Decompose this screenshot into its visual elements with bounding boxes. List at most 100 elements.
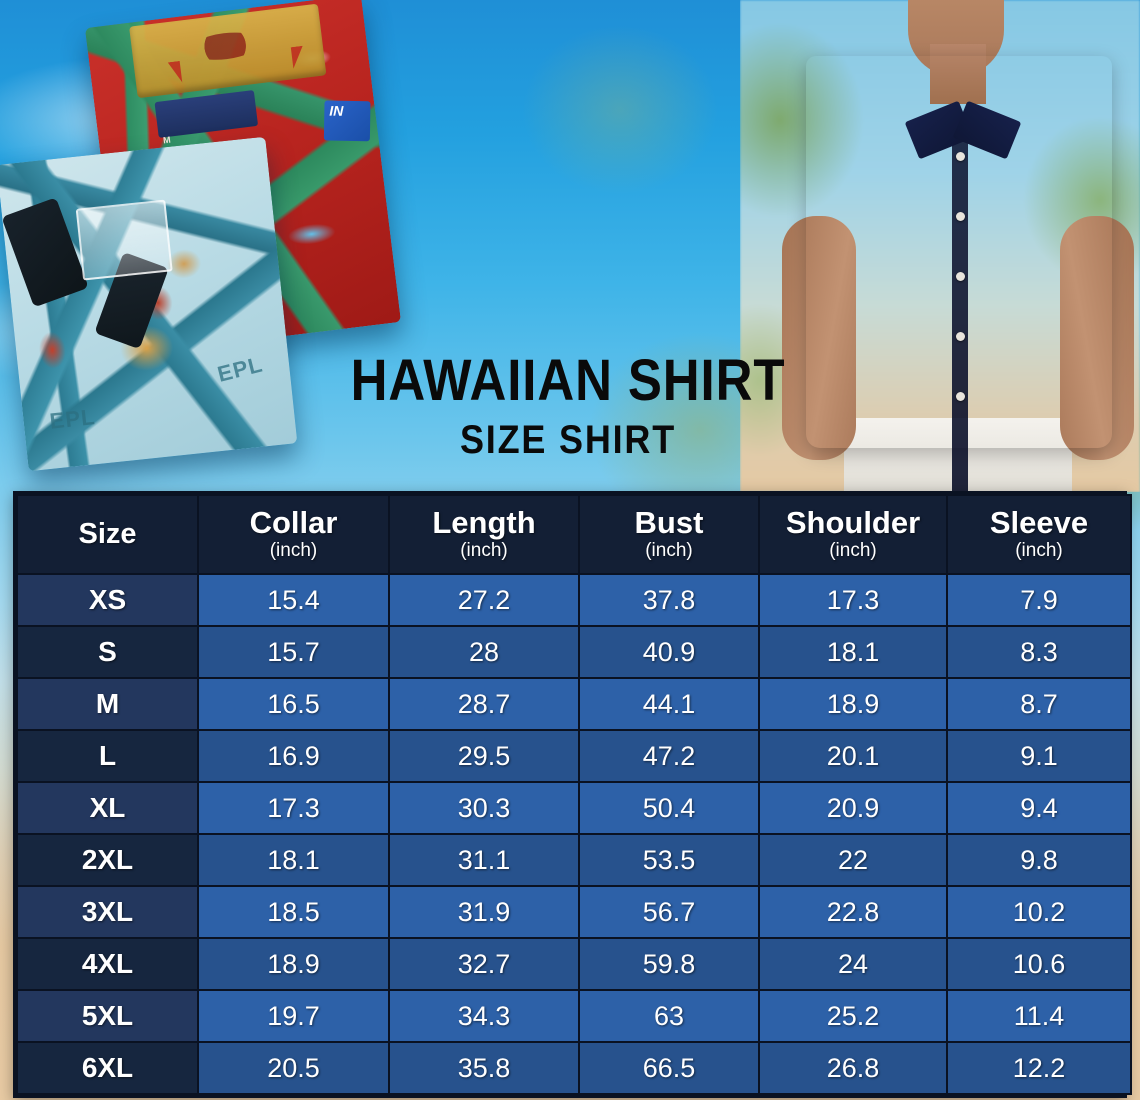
table-cell-sleeve: 11.4: [946, 989, 1132, 1044]
table-row: 5XL 19.7 34.3 63 25.2 11.4: [16, 989, 1132, 1044]
table-cell-size: 4XL: [16, 937, 199, 992]
table-cell-size: XL: [16, 781, 199, 836]
table-cell-collar: 15.4: [197, 573, 390, 628]
table-cell-shoulder: 26.8: [758, 1041, 948, 1096]
table-cell-length: 28.7: [388, 677, 580, 732]
table-cell-length: 35.8: [388, 1041, 580, 1096]
table-cell-shoulder: 25.2: [758, 989, 948, 1044]
table-cell-length: 28: [388, 625, 580, 680]
blue-shirt-print-text-right: EPL: [215, 351, 266, 387]
table-cell-bust: 40.9: [578, 625, 760, 680]
table-cell-length: 31.1: [388, 833, 580, 888]
size-chart-table-wrapper: Size Collar (inch) Length (inch) Bust (i…: [13, 491, 1132, 1099]
table-cell-shoulder: 17.3: [758, 573, 948, 628]
column-header-length: Length (inch): [388, 493, 580, 576]
column-header-collar-unit: (inch): [269, 539, 318, 561]
table-row: 2XL 18.1 31.1 53.5 22 9.8: [16, 833, 1132, 888]
table-row: 6XL 20.5 35.8 66.5 26.8 12.2: [16, 1041, 1132, 1096]
table-cell-collar: 18.5: [197, 885, 390, 940]
shirt-button: [956, 212, 965, 221]
column-header-shoulder: Shoulder (inch): [758, 493, 948, 576]
table-cell-shoulder: 18.1: [758, 625, 948, 680]
table-cell-collar: 16.5: [197, 677, 390, 732]
shirt-button: [956, 152, 965, 161]
table-row: M 16.5 28.7 44.1 18.9 8.7: [16, 677, 1132, 732]
table-cell-length: 29.5: [388, 729, 580, 784]
column-header-sleeve-label: Sleeve: [989, 505, 1089, 540]
table-cell-size: L: [16, 729, 199, 784]
column-header-bust-label: Bust: [634, 505, 704, 540]
table-cell-bust: 44.1: [578, 677, 760, 732]
column-header-sleeve-unit: (inch): [1015, 539, 1063, 561]
table-body: XS 15.4 27.2 37.8 17.3 7.9 S 15.7 28 40.9 18.1 8.3 M…: [16, 573, 1132, 1096]
table-cell-size: M: [16, 677, 199, 732]
table-row: XL 17.3 30.3 50.4 20.9 9.4: [16, 781, 1132, 836]
table-cell-size: 6XL: [16, 1041, 199, 1096]
table-cell-collar: 19.7: [197, 989, 390, 1044]
table-cell-length: 31.9: [388, 885, 580, 940]
table-cell-length: 32.7: [388, 937, 580, 992]
table-cell-collar: 18.9: [197, 937, 390, 992]
table-cell-sleeve: 9.4: [946, 781, 1132, 836]
column-header-size-label: Size: [78, 517, 137, 550]
table-cell-bust: 37.8: [578, 573, 760, 628]
table-cell-bust: 53.5: [578, 833, 760, 888]
table-cell-length: 27.2: [388, 573, 580, 628]
table-cell-collar: 16.9: [197, 729, 390, 784]
model-neck: [930, 44, 986, 104]
column-header-bust-unit: (inch): [645, 539, 693, 561]
model-left-arm: [782, 216, 856, 460]
title-block: HAWAIIAN SHIRT SIZE SHIRT: [318, 352, 818, 462]
column-header-shoulder-unit: (inch): [829, 539, 877, 561]
table-cell-bust: 66.5: [578, 1041, 760, 1096]
shirt-button: [956, 392, 965, 401]
table-cell-size: XS: [16, 573, 199, 628]
table-cell-collar: 20.5: [197, 1041, 390, 1096]
table-row: XS 15.4 27.2 37.8 17.3 7.9: [16, 573, 1132, 628]
table-cell-collar: 15.7: [197, 625, 390, 680]
column-header-length-label: Length: [432, 505, 536, 540]
table-row: S 15.7 28 40.9 18.1 8.3: [16, 625, 1132, 680]
table-cell-bust: 63: [578, 989, 760, 1044]
table-row: 4XL 18.9 32.7 59.8 24 10.6: [16, 937, 1132, 992]
blue-shirt-print-text-left: EPL: [48, 404, 97, 434]
table-cell-collar: 17.3: [197, 781, 390, 836]
table-cell-shoulder: 24: [758, 937, 948, 992]
size-chart-table: Size Collar (inch) Length (inch) Bust (i…: [16, 493, 1132, 1096]
table-cell-bust: 56.7: [578, 885, 760, 940]
table-cell-size: 3XL: [16, 885, 199, 940]
table-cell-sleeve: 10.6: [946, 937, 1132, 992]
table-cell-sleeve: 9.1: [946, 729, 1132, 784]
red-shirt-sleeve-tag: [323, 100, 371, 142]
shirt-button: [956, 332, 965, 341]
table-row: L 16.9 29.5 47.2 20.1 9.1: [16, 729, 1132, 784]
table-header-row: Size Collar (inch) Length (inch) Bust (i…: [16, 493, 1132, 576]
column-header-sleeve: Sleeve (inch): [946, 493, 1132, 576]
table-row: 3XL 18.5 31.9 56.7 22.8 10.2: [16, 885, 1132, 940]
table-cell-sleeve: 12.2: [946, 1041, 1132, 1096]
column-header-shoulder-label: Shoulder: [785, 505, 921, 540]
column-header-size: Size: [16, 493, 199, 576]
table-cell-bust: 59.8: [578, 937, 760, 992]
shirt-button: [956, 272, 965, 281]
table-cell-sleeve: 10.2: [946, 885, 1132, 940]
shirt-button-placket: [952, 114, 968, 492]
table-cell-bust: 50.4: [578, 781, 760, 836]
table-cell-sleeve: 8.7: [946, 677, 1132, 732]
blue-hawaiian-shirt-image: EPL EPL: [0, 136, 298, 472]
model-flamingo-shirt: [806, 56, 1112, 492]
column-header-bust: Bust (inch): [578, 493, 760, 576]
model-photo: [740, 0, 1140, 492]
page-subtitle: SIZE SHIRT: [459, 418, 677, 462]
table-cell-bust: 47.2: [578, 729, 760, 784]
table-cell-length: 34.3: [388, 989, 580, 1044]
table-cell-shoulder: 20.9: [758, 781, 948, 836]
table-cell-sleeve: 7.9: [946, 573, 1132, 628]
table-cell-shoulder: 22: [758, 833, 948, 888]
table-cell-size: S: [16, 625, 199, 680]
table-cell-sleeve: 8.3: [946, 625, 1132, 680]
table-cell-shoulder: 22.8: [758, 885, 948, 940]
column-header-collar-label: Collar: [249, 505, 338, 540]
table-cell-size: 2XL: [16, 833, 199, 888]
